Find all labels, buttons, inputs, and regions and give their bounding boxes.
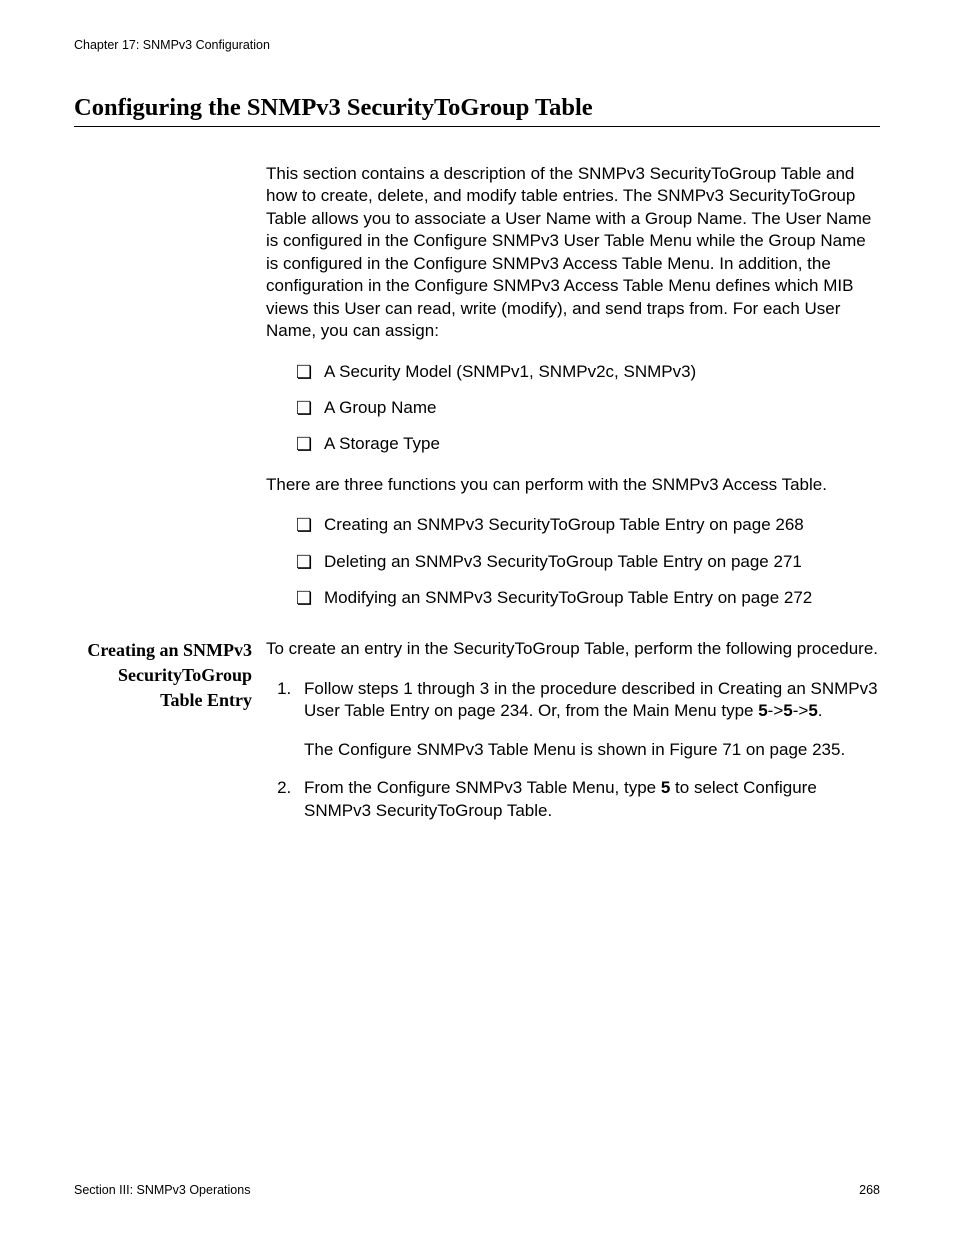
step-1-text: Follow steps 1 through 3 in the procedur… [304,678,880,723]
list-item: Modifying an SNMPv3 SecurityToGroup Tabl… [296,587,880,609]
list-item: A Storage Type [296,433,880,455]
side-heading: Creating an SNMPv3 SecurityToGroup Table… [74,638,252,714]
key-5: 5 [808,701,817,720]
step-1: Follow steps 1 through 3 in the procedur… [296,678,880,761]
procedure-steps: Follow steps 1 through 3 in the procedur… [266,678,880,822]
list-item: A Security Model (SNMPv1, SNMPv2c, SNMPv… [296,361,880,383]
intro-block: This section contains a description of t… [74,163,880,638]
procedure-lead: To create an entry in the SecurityToGrou… [266,638,880,660]
arrow: -> [793,701,809,720]
list-item: Deleting an SNMPv3 SecurityToGroup Table… [296,551,880,573]
footer-page-number: 268 [859,1183,880,1197]
arrow: -> [768,701,784,720]
chapter-label: Chapter 17: SNMPv3 Configuration [74,38,270,52]
functions-paragraph: There are three functions you can perfor… [266,474,880,496]
key-5: 5 [783,701,792,720]
assign-list: A Security Model (SNMPv1, SNMPv2c, SNMPv… [266,361,880,456]
text: From the Configure SNMPv3 Table Menu, ty… [304,778,661,797]
page-header: Chapter 17: SNMPv3 Configuration [74,38,880,52]
page-title: Configuring the SNMPv3 SecurityToGroup T… [74,94,880,127]
page: Chapter 17: SNMPv3 Configuration Configu… [0,0,954,1235]
page-footer: Section III: SNMPv3 Operations 268 [74,1183,880,1197]
list-item: Creating an SNMPv3 SecurityToGroup Table… [296,514,880,536]
footer-section: Section III: SNMPv3 Operations [74,1183,250,1197]
step-2: From the Configure SNMPv3 Table Menu, ty… [296,777,880,822]
step-1-note: The Configure SNMPv3 Table Menu is shown… [304,739,880,761]
creating-entry-block: Creating an SNMPv3 SecurityToGroup Table… [74,638,880,839]
period: . [818,701,823,720]
key-5: 5 [661,778,670,797]
side-column: Creating an SNMPv3 SecurityToGroup Table… [74,638,266,714]
functions-list: Creating an SNMPv3 SecurityToGroup Table… [266,514,880,609]
main-column: This section contains a description of t… [266,163,880,638]
key-5: 5 [758,701,767,720]
step-2-text: From the Configure SNMPv3 Table Menu, ty… [304,777,880,822]
list-item: A Group Name [296,397,880,419]
intro-paragraph: This section contains a description of t… [266,163,880,343]
main-column: To create an entry in the SecurityToGrou… [266,638,880,839]
